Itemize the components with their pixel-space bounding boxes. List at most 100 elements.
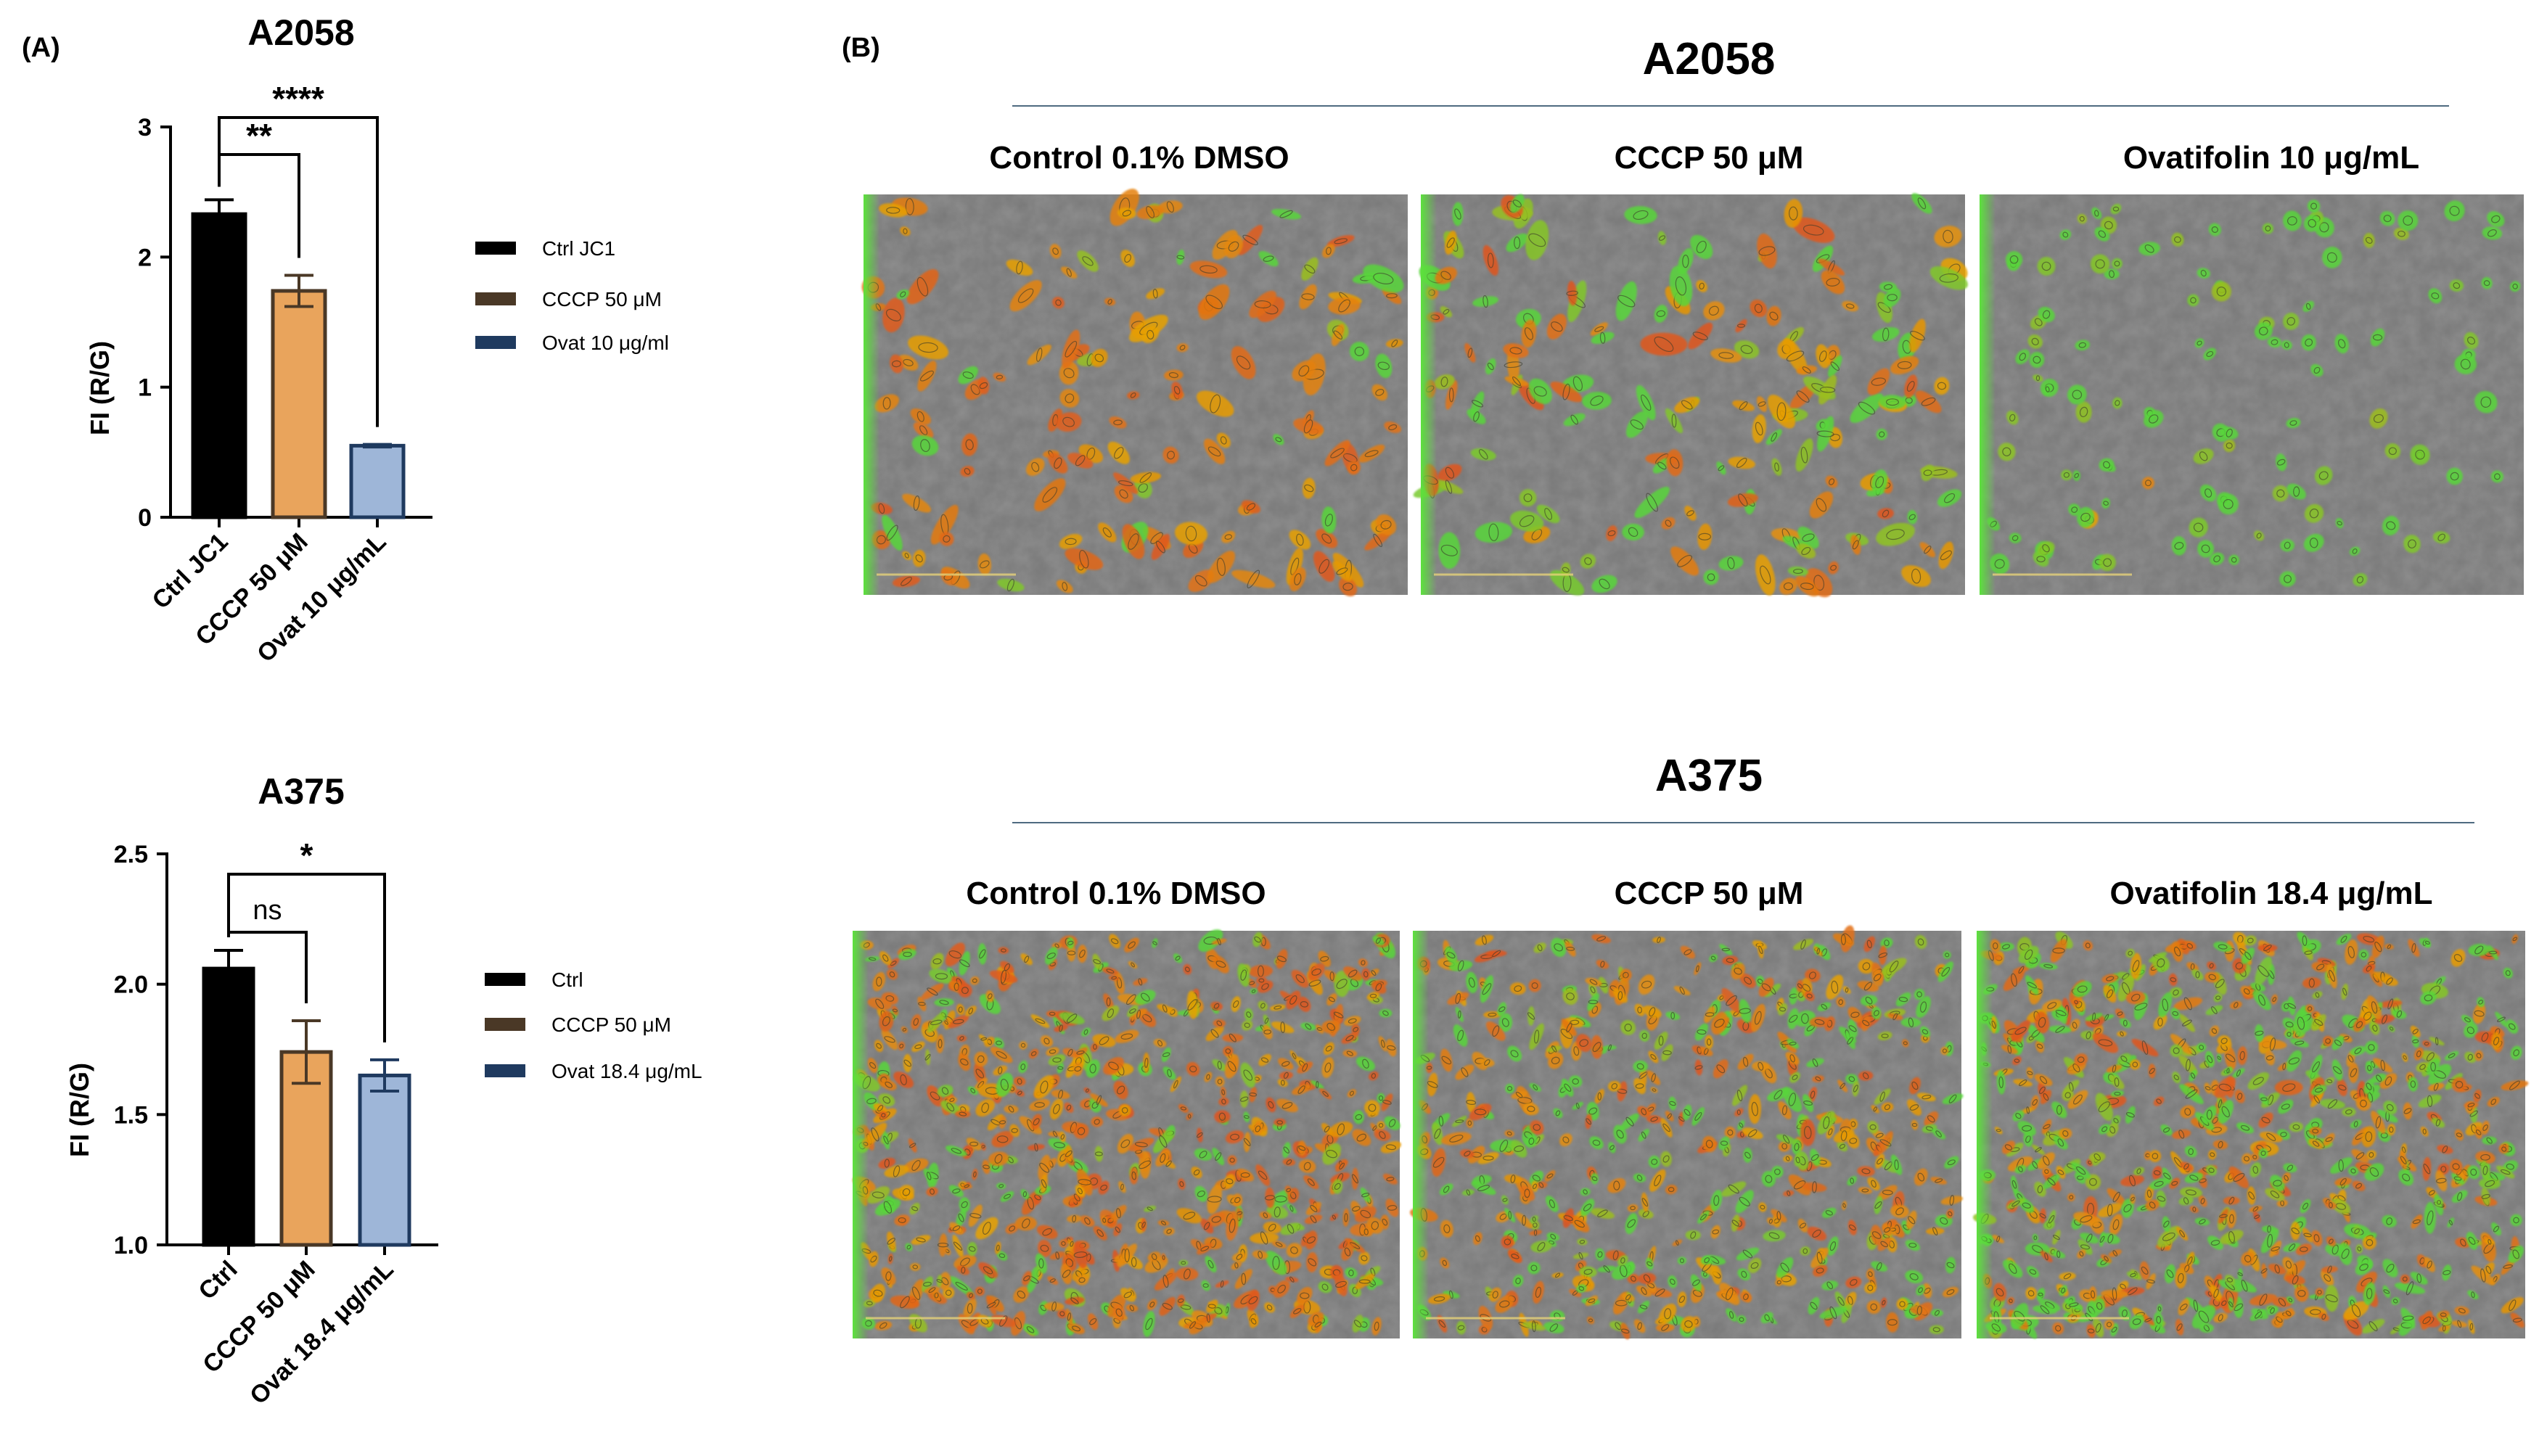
cell-nucleus	[2284, 575, 2292, 583]
cell-nucleus	[1562, 567, 1570, 573]
cell-nucleus	[1052, 247, 1059, 255]
cell	[1299, 284, 1317, 310]
cell-nucleus	[1736, 458, 1747, 468]
cell	[1062, 329, 1080, 369]
cell-nucleus	[943, 535, 951, 543]
cell	[1006, 259, 1033, 276]
cell	[2033, 551, 2049, 567]
cell	[1879, 281, 1898, 292]
cell	[1743, 1148, 1752, 1163]
cell	[2059, 229, 2072, 240]
cell-nucleus	[2213, 555, 2220, 563]
cell	[2075, 340, 2091, 351]
cell	[1162, 446, 1179, 464]
cell-nucleus	[2109, 270, 2115, 279]
cell	[1809, 491, 1834, 519]
cell-nucleus	[1800, 446, 1808, 464]
cell-nucleus	[2079, 406, 2088, 418]
cell-nucleus	[1783, 582, 1794, 591]
cell-nucleus	[1670, 456, 1680, 469]
cell	[1506, 233, 1528, 252]
cell	[2091, 207, 2102, 220]
cell-nucleus	[1871, 377, 1886, 386]
cell-nucleus	[1758, 401, 1766, 407]
cell	[1796, 365, 1817, 375]
cell-nucleus	[1216, 557, 1226, 576]
cell	[1130, 472, 1162, 484]
cell-nucleus	[1152, 289, 1158, 299]
cell	[939, 531, 954, 546]
cell	[1482, 244, 1498, 276]
cell-nucleus	[1531, 528, 1543, 540]
legend-swatch	[485, 1018, 525, 1031]
cell-nucleus	[1755, 421, 1763, 436]
cell-nucleus	[1139, 472, 1152, 483]
cell	[1919, 542, 1936, 558]
cell	[1048, 453, 1068, 474]
cell	[2067, 384, 2087, 405]
cell	[2454, 354, 2477, 374]
cell-nucleus	[2372, 334, 2383, 341]
cell	[1657, 231, 1667, 245]
cell-nucleus	[1845, 303, 1855, 309]
cell	[2197, 268, 2210, 279]
cell-nucleus	[1590, 395, 1604, 406]
y-tick-label: 1.0	[114, 1232, 148, 1259]
cell	[1434, 480, 1464, 494]
cell-nucleus	[1375, 388, 1385, 396]
cell	[2009, 532, 2022, 543]
cell-nucleus	[2352, 548, 2358, 554]
cell-nucleus	[2041, 261, 2051, 271]
cell	[2280, 539, 2295, 552]
cell-nucleus	[1801, 546, 1811, 556]
cell	[2262, 223, 2274, 234]
cell-nucleus	[1487, 252, 1494, 268]
cell-nucleus	[1138, 483, 1148, 493]
cell-nucleus	[1336, 567, 1348, 575]
cell-nucleus	[964, 468, 971, 475]
cell	[1779, 577, 1797, 595]
cell-nucleus	[1641, 394, 1652, 411]
cell-nucleus	[1906, 381, 1915, 392]
cell	[1464, 342, 1476, 363]
cell-nucleus	[1324, 514, 1333, 527]
cell	[1238, 225, 1263, 255]
cell-nucleus	[1094, 353, 1104, 363]
cell-nucleus	[1054, 457, 1062, 469]
cell	[1301, 257, 1318, 281]
cell-nucleus	[2483, 280, 2490, 287]
cell	[1258, 251, 1279, 267]
cell	[1059, 389, 1080, 408]
cell-nucleus	[1155, 540, 1165, 554]
cell-nucleus	[1908, 514, 1916, 520]
cell	[913, 421, 934, 439]
cell	[1034, 478, 1066, 511]
cell	[1521, 319, 1537, 348]
cell-nucleus	[1246, 503, 1256, 511]
cell	[2286, 483, 2306, 500]
cell	[1363, 264, 1404, 293]
cell-nucleus	[1224, 534, 1233, 540]
cell	[1113, 472, 1139, 494]
cell	[2384, 443, 2401, 459]
cell-nucleus	[1939, 273, 1959, 283]
cell	[2006, 411, 2019, 425]
cell	[1915, 390, 1942, 414]
cell-nucleus	[1852, 540, 1859, 550]
cell-nucleus	[1819, 386, 1836, 393]
cell	[1027, 344, 1051, 366]
cell-nucleus	[2286, 216, 2297, 226]
cell-nucleus	[1671, 414, 1677, 428]
cell	[1821, 270, 1845, 295]
cell	[1666, 449, 1683, 477]
legend-label: Ovat 18.4 μg/mL	[551, 1060, 702, 1082]
cell	[1879, 395, 1906, 409]
bar	[202, 966, 255, 1247]
cell-nucleus	[2019, 353, 2026, 361]
cell	[1937, 489, 1962, 507]
cell	[1056, 580, 1073, 593]
cell	[1440, 306, 1452, 318]
cell-nucleus	[1519, 515, 1535, 527]
cell-nucleus	[1254, 300, 1271, 309]
